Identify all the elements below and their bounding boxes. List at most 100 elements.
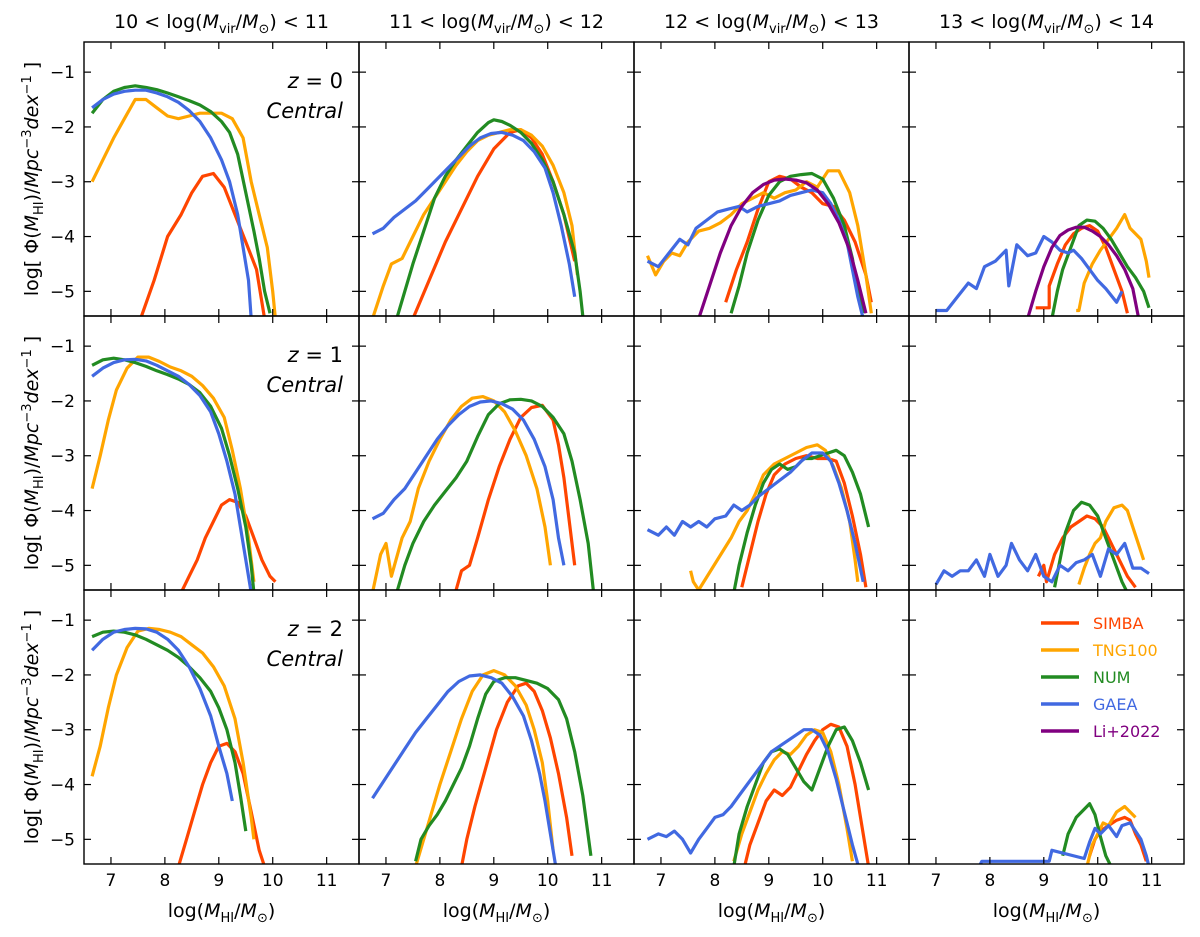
- central-annotation: Central: [267, 647, 344, 671]
- y-tick-label: −1: [50, 611, 75, 631]
- tick-marks: [909, 316, 1184, 590]
- legend-label: GAEA: [1093, 695, 1137, 714]
- x-tick-label: 8: [159, 871, 170, 891]
- labels-layer: 10 < log(Mvir/M⊙) < 11 11 < log(Mvir/M⊙) …: [20, 11, 1160, 926]
- panel-r2-c3: 7 8 9 10 11: [908, 589, 1185, 891]
- series-line-gaea: [371, 673, 557, 864]
- panel-series-group: [934, 500, 1150, 590]
- series-line-tng100: [371, 128, 579, 316]
- panel-frame: [908, 589, 1185, 865]
- y-tick-label: −2: [50, 666, 75, 686]
- x-tick-label: 8: [709, 871, 720, 891]
- series-line-num: [1050, 218, 1151, 316]
- series-line-li-2022: [1026, 225, 1140, 316]
- panel-frame: [633, 589, 910, 865]
- panel-frame: [908, 41, 1185, 317]
- series-line-simba: [460, 681, 574, 864]
- x-tick-label: 11: [866, 871, 888, 891]
- panel-r2-c2: 7 8 9 10 11: [633, 589, 910, 891]
- x-tick-label: 7: [106, 871, 117, 891]
- series-line-num: [91, 629, 248, 832]
- column-title: 10 < log(Mvir/M⊙) < 11: [114, 11, 329, 37]
- legend-label: Li+2022: [1093, 722, 1160, 741]
- x-tick-label: 9: [488, 871, 499, 891]
- legend-label: SIMBA: [1093, 614, 1144, 633]
- panel-series-group: [90, 626, 266, 864]
- y-axis-label: log[ Φ(MHI)/Mpc−3dex−1 ]: [20, 610, 47, 844]
- series-line-gaea: [646, 728, 860, 864]
- y-axis-label: log[ Φ(MHI)/Mpc−3dex−1 ]: [20, 62, 47, 296]
- y-tick-label: −5: [50, 556, 75, 576]
- series-line-num: [414, 676, 593, 862]
- redshift-annotation: z = 0: [287, 69, 343, 93]
- series-line-simba: [740, 454, 868, 588]
- panel-r2-c1: 7 8 9 10 11: [358, 589, 635, 891]
- y-tick-label: −2: [50, 118, 75, 138]
- panel-series-group: [90, 355, 277, 590]
- series-line-num: [732, 725, 871, 864]
- series-line-tng100: [1076, 213, 1151, 313]
- x-tick-label: 7: [381, 871, 392, 891]
- y-tick-label: −1: [50, 337, 75, 357]
- panel-series-group: [371, 395, 595, 590]
- panel-r1-c3: [908, 315, 1185, 591]
- series-line-num: [395, 118, 585, 316]
- panels-layer: −1 −2 −3 −4 −5 −1 −2 −3 −4 −5 −1 −2 −3 −4 −5 7 8 9 10 11 7 8 9…: [50, 41, 1185, 891]
- panel-r1-c0: −1 −2 −3 −4 −5: [50, 315, 360, 591]
- y-axis-label: log[ Φ(MHI)/Mpc−3dex−1 ]: [20, 336, 47, 570]
- y-tick-label: −4: [50, 502, 75, 522]
- legend-label: TNG100: [1092, 641, 1158, 660]
- x-tick-label: 7: [931, 871, 942, 891]
- x-axis-label: log(MHI/M⊙): [718, 900, 826, 926]
- series-line-gaea: [90, 626, 234, 802]
- panel-r0-c3: [908, 41, 1185, 317]
- redshift-annotation: z = 2: [287, 617, 343, 641]
- panel-series-group: [646, 443, 871, 590]
- series-line-gaea: [91, 88, 253, 316]
- tick-marks: [359, 42, 634, 316]
- panel-frame: [358, 41, 635, 317]
- y-tick-label: −5: [50, 282, 75, 302]
- tick-marks: [84, 590, 359, 864]
- panel-series-group: [936, 213, 1151, 316]
- series-line-simba: [180, 498, 277, 590]
- series-line-li-2022: [697, 177, 868, 316]
- x-tick-label: 8: [984, 871, 995, 891]
- series-line-gaea: [978, 821, 1150, 864]
- series-line-simba: [743, 722, 870, 864]
- tick-marks: [909, 590, 1184, 864]
- series-line-gaea: [646, 451, 865, 583]
- column-title: 12 < log(Mvir/M⊙) < 13: [664, 11, 879, 37]
- tick-marks: [909, 42, 1184, 316]
- series-line-gaea: [936, 234, 1124, 313]
- column-title: 13 < log(Mvir/M⊙) < 14: [939, 11, 1154, 37]
- y-tick-label: −3: [50, 173, 75, 193]
- panel-frame: [908, 315, 1185, 591]
- x-axis-label: log(MHI/M⊙): [168, 900, 276, 926]
- panel-r1-c1: [358, 315, 635, 591]
- column-title: 11 < log(Mvir/M⊙) < 12: [389, 11, 604, 37]
- x-tick-label: 11: [316, 871, 338, 891]
- central-annotation: Central: [267, 373, 344, 397]
- y-tick-label: −3: [50, 721, 75, 741]
- central-annotation: Central: [267, 99, 344, 123]
- y-tick-label: −4: [50, 776, 75, 796]
- series-line-tng100: [90, 355, 256, 582]
- panel-series-group: [646, 722, 871, 864]
- y-tick-label: −1: [50, 63, 75, 83]
- x-tick-label: 8: [434, 871, 445, 891]
- panel-r1-c2: [633, 315, 910, 591]
- series-line-num: [1053, 500, 1128, 590]
- y-tick-label: −4: [50, 228, 75, 248]
- panel-frame: [633, 315, 910, 591]
- x-tick-label: 9: [763, 871, 774, 891]
- tick-marks: [634, 42, 909, 316]
- series-line-tng100: [414, 669, 555, 864]
- tick-marks: [634, 316, 909, 590]
- series-line-gaea: [91, 357, 253, 590]
- tick-marks: [359, 316, 634, 590]
- tick-marks: [634, 590, 909, 864]
- series-line-tng100: [646, 169, 873, 314]
- series-line-num: [90, 84, 272, 314]
- series-line-tng100: [90, 626, 256, 840]
